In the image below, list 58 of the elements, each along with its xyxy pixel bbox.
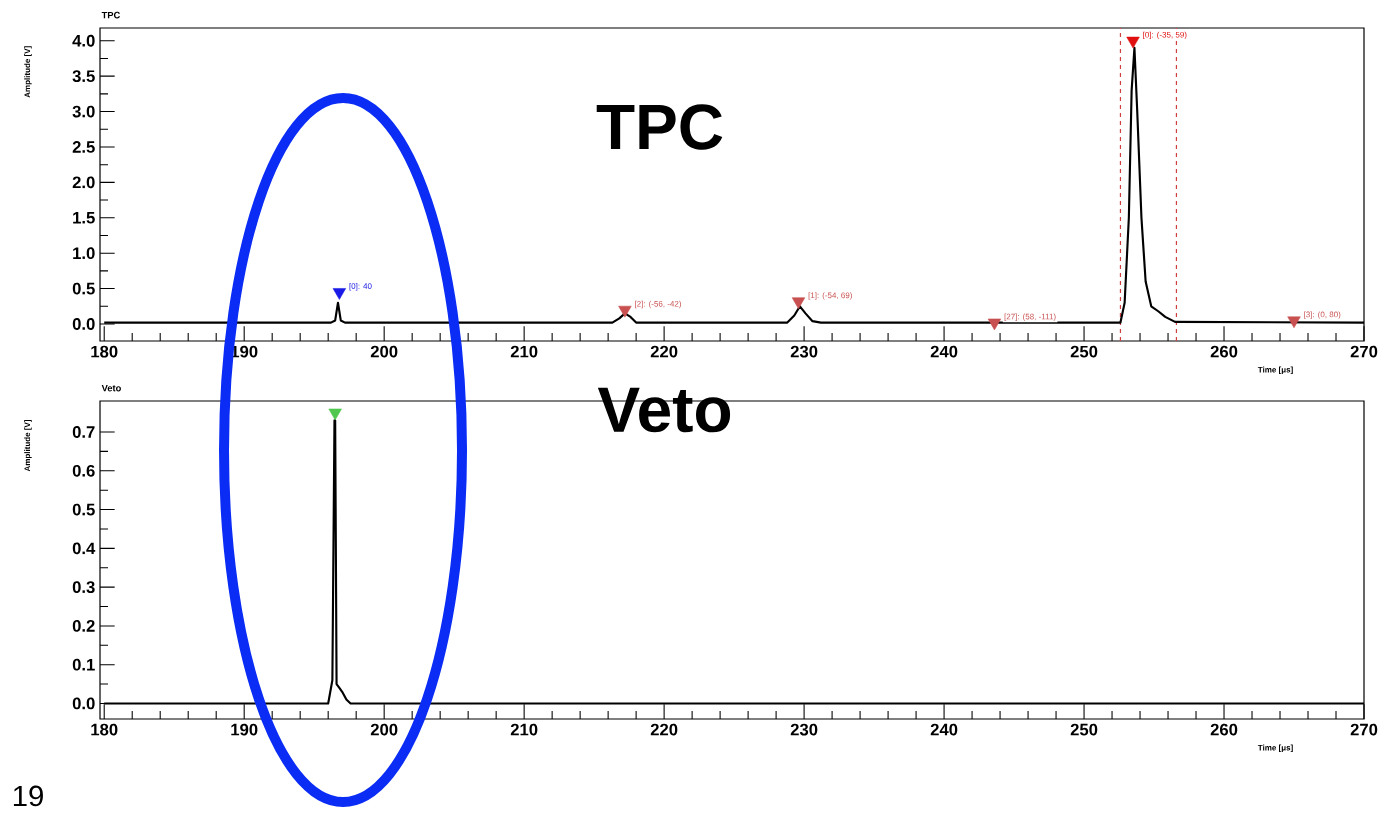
x-tick-label: 190 (231, 345, 258, 358)
point (1287, 316, 1301, 329)
data-label: [1]: (-54, 69) (808, 292, 852, 300)
x-tick-label: 210 (510, 345, 538, 358)
point (791, 297, 806, 309)
y-tick-label: 3.0 (72, 105, 95, 118)
x-tick-label: 210 (510, 723, 538, 736)
x-tick-label: 200 (370, 723, 398, 736)
x-axis-title: Time [μs] (1257, 744, 1293, 753)
x-tick-label: 180 (91, 345, 118, 358)
x-tick-label: 190 (231, 723, 258, 736)
y-tick-label: 0.4 (72, 542, 96, 555)
x-tick-label: 220 (650, 723, 678, 736)
y-tick-label: 0.0 (72, 318, 95, 330)
x-tick-label: 260 (1210, 723, 1238, 736)
y-tick-label: 0.0 (72, 697, 95, 710)
y-tick-label: 0.7 (72, 426, 95, 438)
y-tick-label: 1.0 (73, 247, 95, 260)
x-tick-label: 250 (1070, 345, 1098, 358)
x-tick-label: 230 (790, 723, 818, 736)
point (987, 318, 1002, 331)
y-tick-label: 0.5 (72, 503, 95, 516)
x-tick-label: 240 (930, 723, 958, 736)
x-tick-label: 270 (1350, 723, 1378, 736)
x-tick-label: 230 (790, 345, 818, 358)
x-tick-label: 240 (930, 345, 958, 358)
chart-title: TPC (101, 11, 121, 19)
y-tick-label: 4.0 (72, 34, 95, 47)
y-tick-label: 0.3 (72, 581, 95, 594)
data-label: [0]: 40 (349, 283, 372, 291)
data-label: [2]: (-56, -42) (635, 300, 682, 309)
y-tick-label: 1.5 (73, 211, 95, 224)
y-tick-label: 3.5 (72, 70, 95, 83)
annotation: Veto (597, 387, 731, 433)
y-tick-label: 0.2 (72, 620, 95, 632)
point (1126, 36, 1140, 49)
data-label: [27]: (58, -111) (1004, 313, 1056, 321)
y-tick-label: 0.6 (72, 464, 95, 477)
y-tick-label: 2.0 (72, 176, 95, 189)
x-tick-label: 200 (370, 345, 398, 358)
x-tick-label: 220 (650, 345, 678, 358)
point (332, 288, 346, 300)
y-tick-label: 0.1 (72, 658, 95, 671)
y-tick-label: 0.5 (72, 282, 95, 295)
data-label: [0]: (-35, 59) (1143, 31, 1187, 40)
x-tick-label: 260 (1210, 345, 1238, 358)
x-axis-title: Time [μs] (1257, 366, 1293, 375)
data-label: [3]: (0, 80) (1304, 311, 1341, 319)
y-axis-title: Amplitude [V] (24, 46, 32, 98)
y-axis-title: Amplitude [V] (24, 419, 32, 472)
x-tick-label: 270 (1350, 345, 1378, 358)
annotation: TPC (596, 104, 723, 150)
chart-title: Veto (101, 384, 121, 392)
x-tick-label: 180 (91, 723, 118, 736)
point (618, 305, 632, 318)
x-tick-label: 250 (1070, 723, 1098, 736)
y-tick-label: 2.5 (72, 141, 95, 153)
text: 19 (13, 785, 43, 807)
